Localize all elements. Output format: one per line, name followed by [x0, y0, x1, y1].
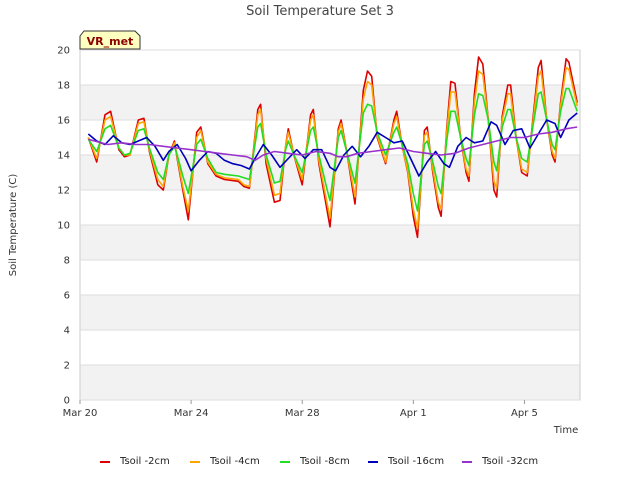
plot-band — [80, 85, 580, 120]
y-tick-label: 20 — [57, 46, 70, 57]
legend-item: Tsoil -2cm — [100, 456, 170, 467]
site-label-badge — [79, 30, 141, 50]
plot-band — [80, 225, 580, 260]
plot-band — [80, 120, 580, 155]
legend-label: Tsoil -2cm — [119, 456, 170, 467]
plot-band — [80, 330, 580, 365]
x-axis-ticks: Mar 20 Mar 24 Mar 28 Apr 1 Apr 5 — [63, 400, 538, 419]
y-axis-title: Soil Temperature (C) — [8, 174, 19, 277]
y-tick-label: 10 — [57, 221, 70, 232]
legend-item: Tsoil -4cm — [190, 456, 260, 467]
y-tick-label: 6 — [64, 291, 70, 302]
legend-item: Tsoil -32cm — [462, 456, 538, 467]
y-tick-label: 18 — [57, 81, 70, 92]
x-tick-label: Apr 1 — [400, 408, 427, 419]
y-tick-label: 14 — [57, 151, 70, 162]
plot-bands — [80, 50, 580, 400]
y-tick-label: 8 — [64, 256, 70, 267]
legend-item: Tsoil -16cm — [368, 456, 444, 467]
y-tick-label: 0 — [64, 396, 70, 407]
y-tick-label: 4 — [64, 326, 70, 337]
x-tick-label: Mar 20 — [63, 408, 98, 419]
legend-label: Tsoil -32cm — [481, 456, 538, 467]
site-label-box: VR_met — [79, 30, 141, 50]
site-label: VR_met — [87, 35, 134, 48]
legend-item: Tsoil -8cm — [280, 456, 350, 467]
series-line-tsoil-8cm — [87, 87, 578, 212]
legend-label: Tsoil -8cm — [299, 456, 350, 467]
x-tick-label: Mar 24 — [174, 408, 209, 419]
x-tick-label: Mar 28 — [285, 408, 320, 419]
y-tick-label: 16 — [57, 116, 70, 127]
series-lines — [87, 56, 578, 239]
x-tick-label: Apr 5 — [511, 408, 538, 419]
series-line-tsoil-16cm — [87, 112, 578, 177]
chart-title: Soil Temperature Set 3 — [246, 4, 394, 19]
legend-label: Tsoil -16cm — [387, 456, 444, 467]
y-tick-label: 2 — [64, 361, 70, 372]
legend: Tsoil -2cm Tsoil -4cm Tsoil -8cm Tsoil -16c… — [100, 456, 538, 467]
series-line-tsoil-32cm — [88, 126, 578, 162]
y-axis-ticks: 0 2 4 6 8 10 12 14 16 18 20 — [57, 46, 70, 407]
plot-band — [80, 365, 580, 400]
y-tick-label: 12 — [57, 186, 70, 197]
x-axis-title: Time — [553, 425, 578, 436]
plot-band — [80, 260, 580, 295]
plot-band — [80, 295, 580, 330]
legend-label: Tsoil -4cm — [209, 456, 260, 467]
plot-band — [80, 50, 580, 85]
